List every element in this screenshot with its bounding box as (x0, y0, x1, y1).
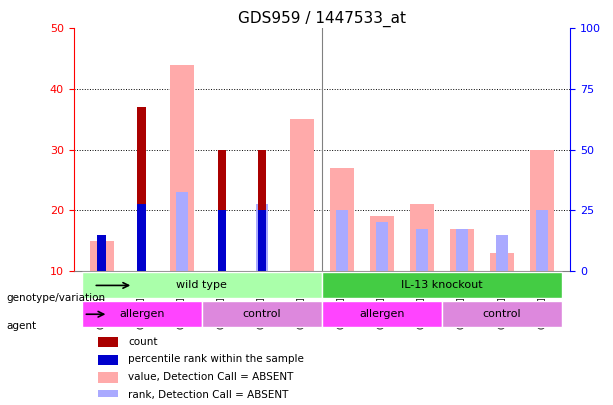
Bar (89, 241, 113, 271)
Bar (137, 204, 146, 271)
Bar (410, 204, 434, 271)
Title: GDS959 / 1447533_at: GDS959 / 1447533_at (238, 11, 406, 27)
Bar (97, 234, 106, 271)
Text: agent: agent (6, 321, 36, 331)
Text: control: control (243, 309, 281, 319)
Bar (290, 119, 314, 271)
Bar (176, 192, 188, 271)
Bar (99, 390, 118, 400)
Bar (456, 228, 468, 271)
Bar (536, 210, 548, 271)
Bar (218, 150, 226, 271)
Bar (257, 210, 266, 271)
Text: allergen: allergen (359, 309, 405, 319)
FancyBboxPatch shape (82, 273, 322, 298)
Bar (97, 259, 106, 271)
FancyBboxPatch shape (442, 301, 562, 327)
Text: wild type: wild type (177, 280, 227, 290)
Bar (99, 372, 118, 383)
Bar (336, 210, 348, 271)
Bar (137, 107, 146, 271)
Bar (496, 234, 508, 271)
Bar (330, 168, 354, 271)
FancyBboxPatch shape (202, 301, 322, 327)
Bar (218, 210, 226, 271)
Bar (256, 204, 268, 271)
Bar (490, 253, 514, 271)
FancyBboxPatch shape (322, 301, 442, 327)
Bar (376, 222, 388, 271)
Bar (530, 150, 554, 271)
Text: genotype/variation: genotype/variation (6, 293, 105, 303)
Text: count: count (128, 337, 158, 347)
Bar (370, 216, 394, 271)
Bar (257, 150, 266, 271)
Bar (99, 337, 118, 347)
Text: allergen: allergen (119, 309, 164, 319)
Bar (450, 228, 474, 271)
Text: IL-13 knockout: IL-13 knockout (401, 280, 483, 290)
Text: percentile rank within the sample: percentile rank within the sample (128, 354, 304, 364)
Bar (99, 355, 118, 365)
FancyBboxPatch shape (322, 273, 562, 298)
FancyBboxPatch shape (82, 301, 202, 327)
Bar (416, 228, 428, 271)
Text: control: control (482, 309, 521, 319)
Bar (170, 65, 194, 271)
Text: value, Detection Call = ABSENT: value, Detection Call = ABSENT (128, 372, 294, 382)
Text: rank, Detection Call = ABSENT: rank, Detection Call = ABSENT (128, 390, 289, 400)
